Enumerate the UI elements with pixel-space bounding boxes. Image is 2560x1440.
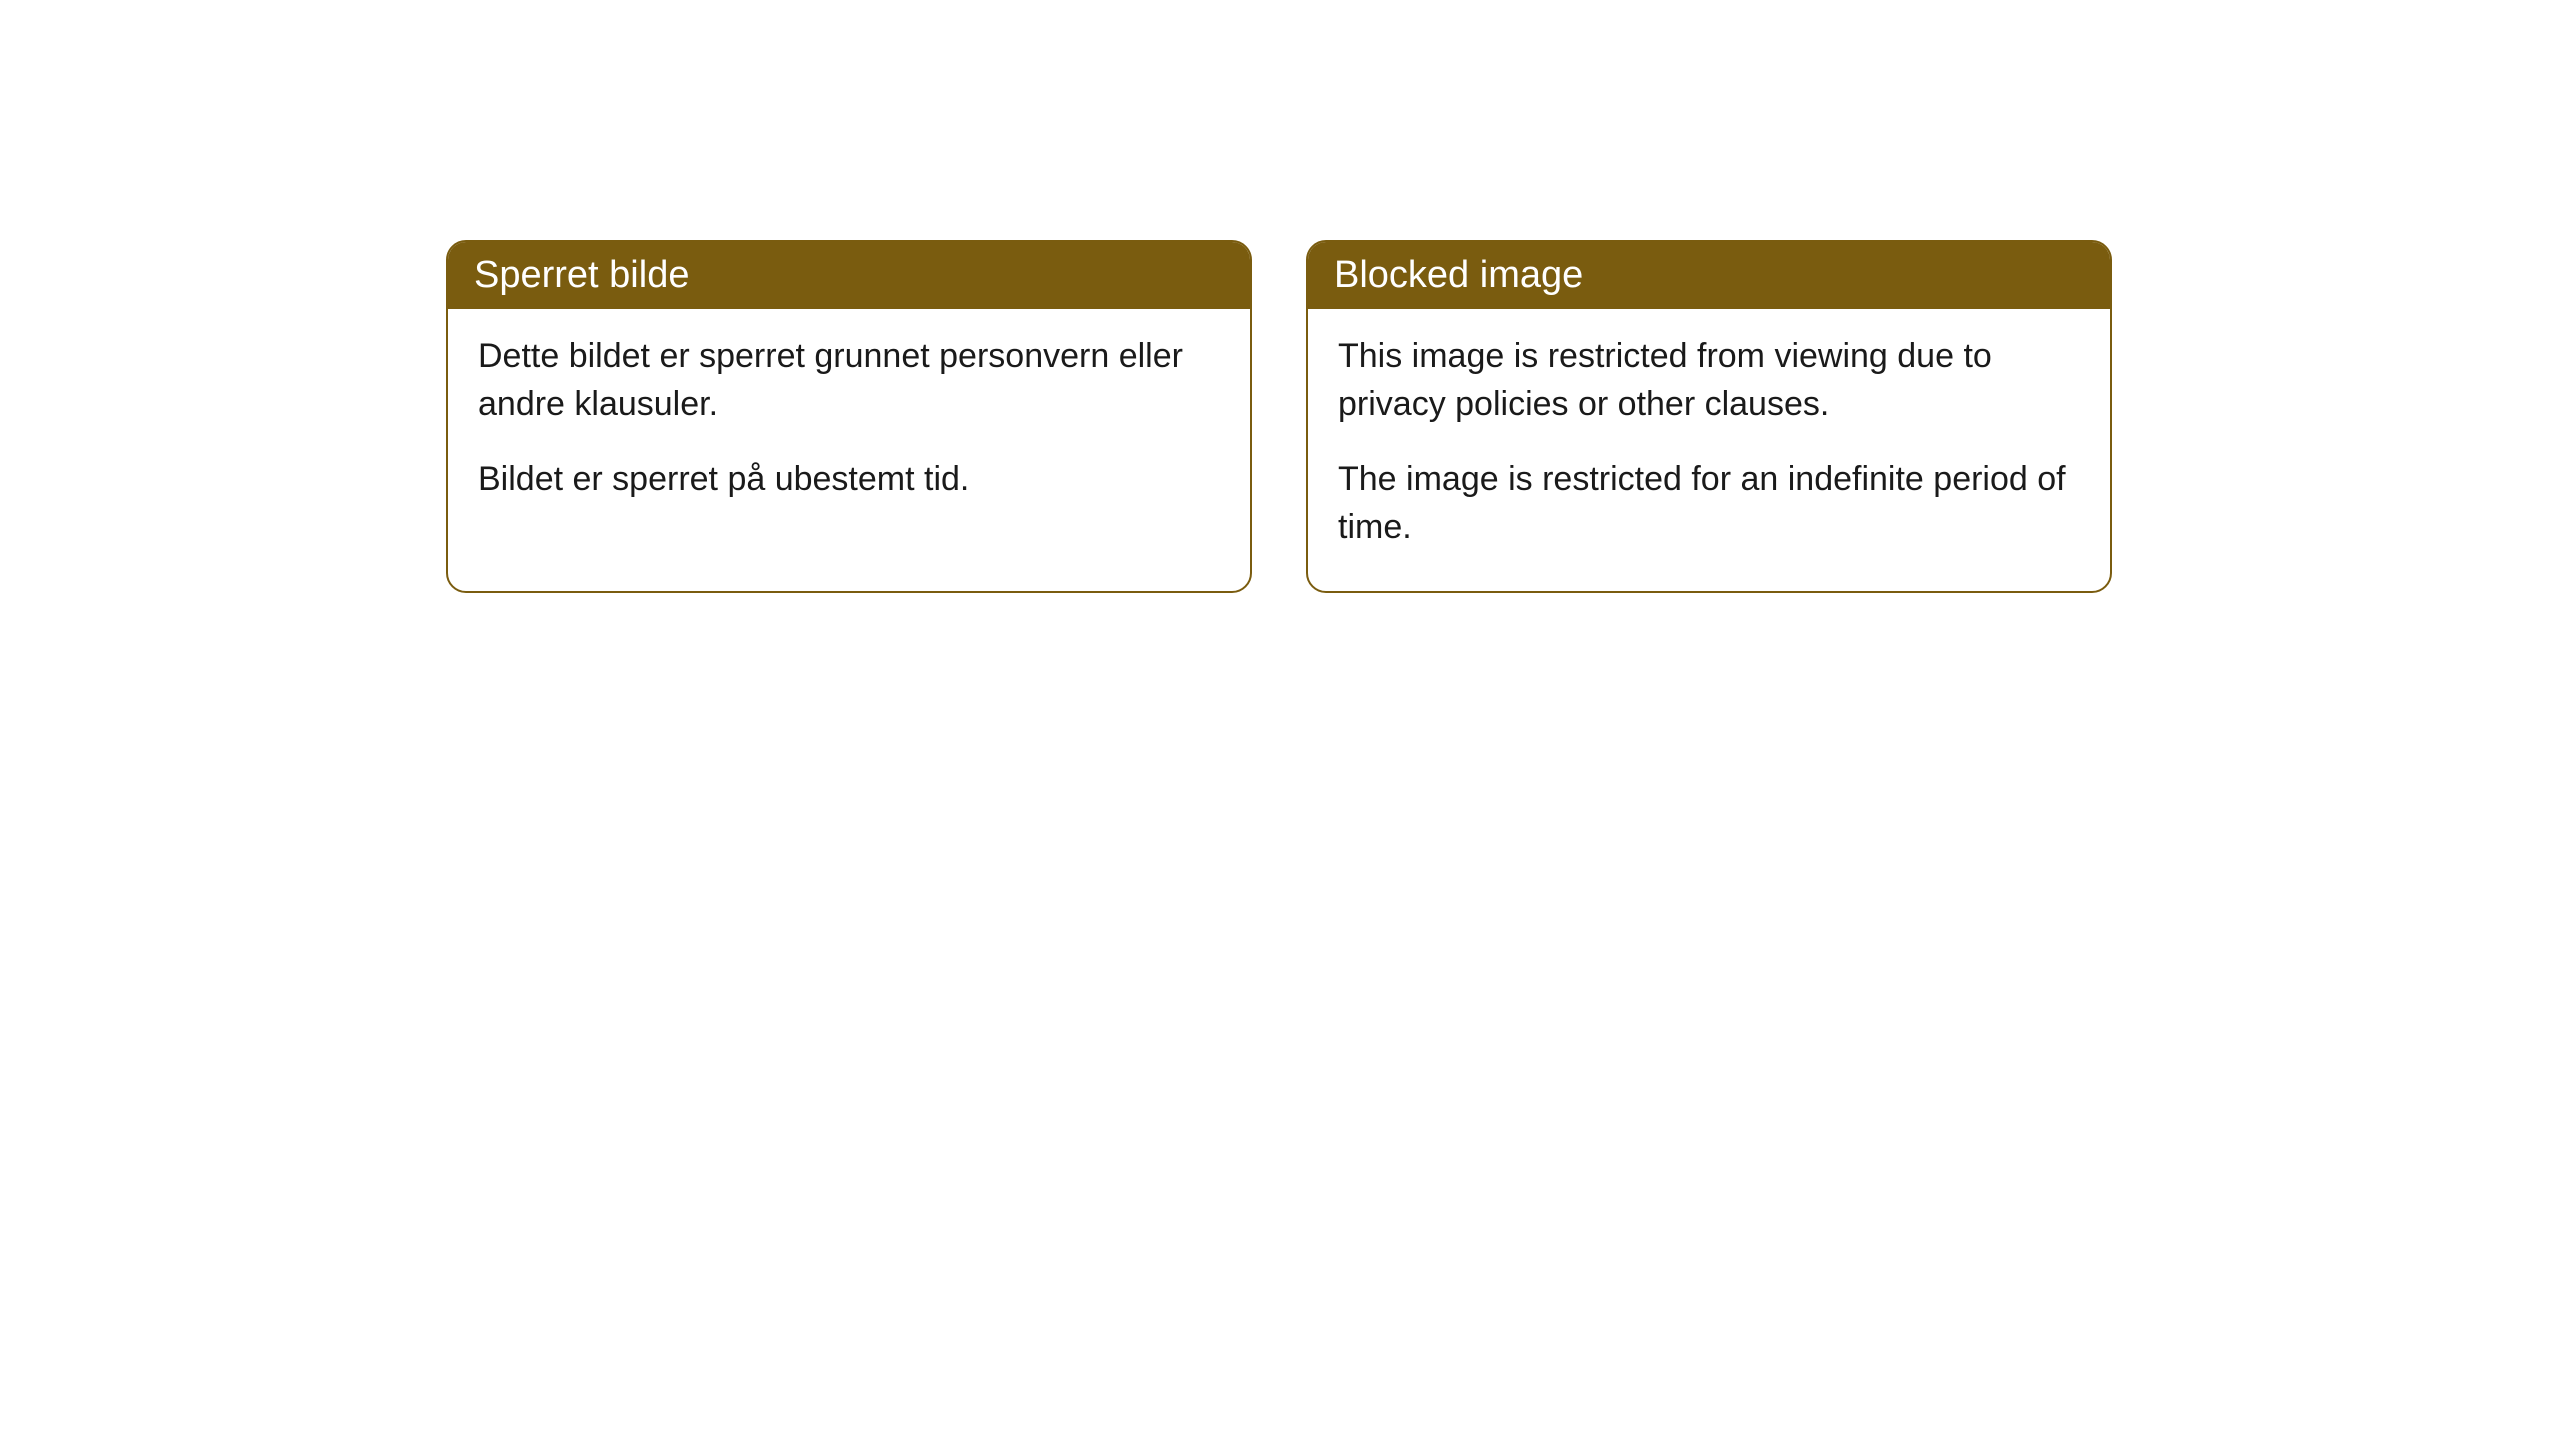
blocked-image-card-english: Blocked image This image is restricted f… (1306, 240, 2112, 593)
card-title: Sperret bilde (474, 254, 689, 296)
card-paragraph-2: Bildet er sperret på ubestemt tid. (478, 456, 1220, 504)
card-title: Blocked image (1334, 254, 1583, 296)
card-paragraph-2: The image is restricted for an indefinit… (1338, 456, 2080, 551)
card-header: Blocked image (1308, 242, 2110, 309)
card-body: This image is restricted from viewing du… (1308, 309, 2110, 591)
card-body: Dette bildet er sperret grunnet personve… (448, 309, 1250, 544)
blocked-image-card-norwegian: Sperret bilde Dette bildet er sperret gr… (446, 240, 1252, 593)
card-paragraph-1: Dette bildet er sperret grunnet personve… (478, 333, 1220, 428)
card-header: Sperret bilde (448, 242, 1250, 309)
notice-container: Sperret bilde Dette bildet er sperret gr… (0, 0, 2560, 593)
card-paragraph-1: This image is restricted from viewing du… (1338, 333, 2080, 428)
